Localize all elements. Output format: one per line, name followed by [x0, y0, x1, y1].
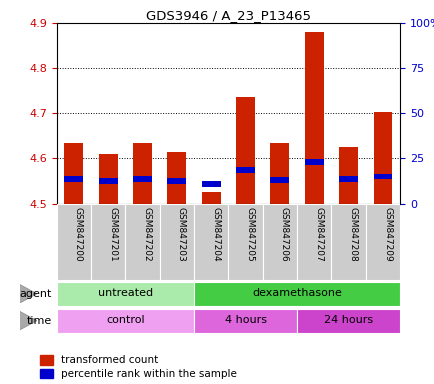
Bar	[99, 178, 117, 184]
Bar	[133, 142, 151, 204]
Bar	[270, 177, 289, 182]
Text: GSM847207: GSM847207	[314, 207, 322, 262]
Text: time: time	[27, 316, 52, 326]
Bar	[270, 142, 289, 204]
Bar	[228, 204, 262, 280]
Bar	[194, 204, 228, 280]
Bar	[236, 167, 254, 173]
Legend: transformed count, percentile rank within the sample: transformed count, percentile rank withi…	[40, 355, 236, 379]
Bar	[133, 176, 151, 182]
Text: GSM847201: GSM847201	[108, 207, 117, 262]
Bar	[304, 32, 323, 204]
Bar	[56, 204, 91, 280]
Bar	[296, 309, 399, 333]
Bar	[159, 204, 194, 280]
Title: GDS3946 / A_23_P13465: GDS3946 / A_23_P13465	[145, 9, 310, 22]
Text: GSM847200: GSM847200	[74, 207, 82, 262]
Text: 24 hours: 24 hours	[323, 315, 372, 325]
Bar	[64, 142, 83, 204]
Bar	[64, 176, 83, 182]
Text: 4 hours: 4 hours	[224, 315, 266, 325]
Bar	[296, 204, 331, 280]
Text: GSM847209: GSM847209	[382, 207, 391, 262]
Text: control: control	[106, 315, 144, 325]
Bar	[365, 204, 399, 280]
Bar	[125, 204, 159, 280]
Bar	[56, 309, 194, 333]
Text: dexamethasone: dexamethasone	[252, 288, 341, 298]
Polygon shape	[20, 311, 37, 330]
Text: GSM847204: GSM847204	[211, 207, 220, 262]
Text: GSM847206: GSM847206	[279, 207, 288, 262]
Bar	[339, 147, 357, 204]
Bar	[331, 204, 365, 280]
Bar	[194, 309, 296, 333]
Bar	[236, 98, 254, 204]
Text: GSM847208: GSM847208	[348, 207, 357, 262]
Text: GSM847202: GSM847202	[142, 207, 151, 262]
Text: untreated: untreated	[98, 288, 152, 298]
Bar	[201, 181, 220, 187]
Bar	[167, 178, 186, 184]
Bar	[373, 174, 391, 179]
Bar	[91, 204, 125, 280]
Bar	[339, 176, 357, 182]
Bar	[373, 112, 391, 204]
Bar	[304, 159, 323, 165]
Bar	[99, 154, 117, 204]
Bar	[167, 152, 186, 204]
Bar	[194, 282, 399, 306]
Text: agent: agent	[20, 289, 52, 299]
Text: GSM847205: GSM847205	[245, 207, 254, 262]
Bar	[201, 192, 220, 204]
Bar	[56, 282, 194, 306]
Text: GSM847203: GSM847203	[176, 207, 185, 262]
Bar	[262, 204, 296, 280]
Polygon shape	[20, 284, 37, 303]
